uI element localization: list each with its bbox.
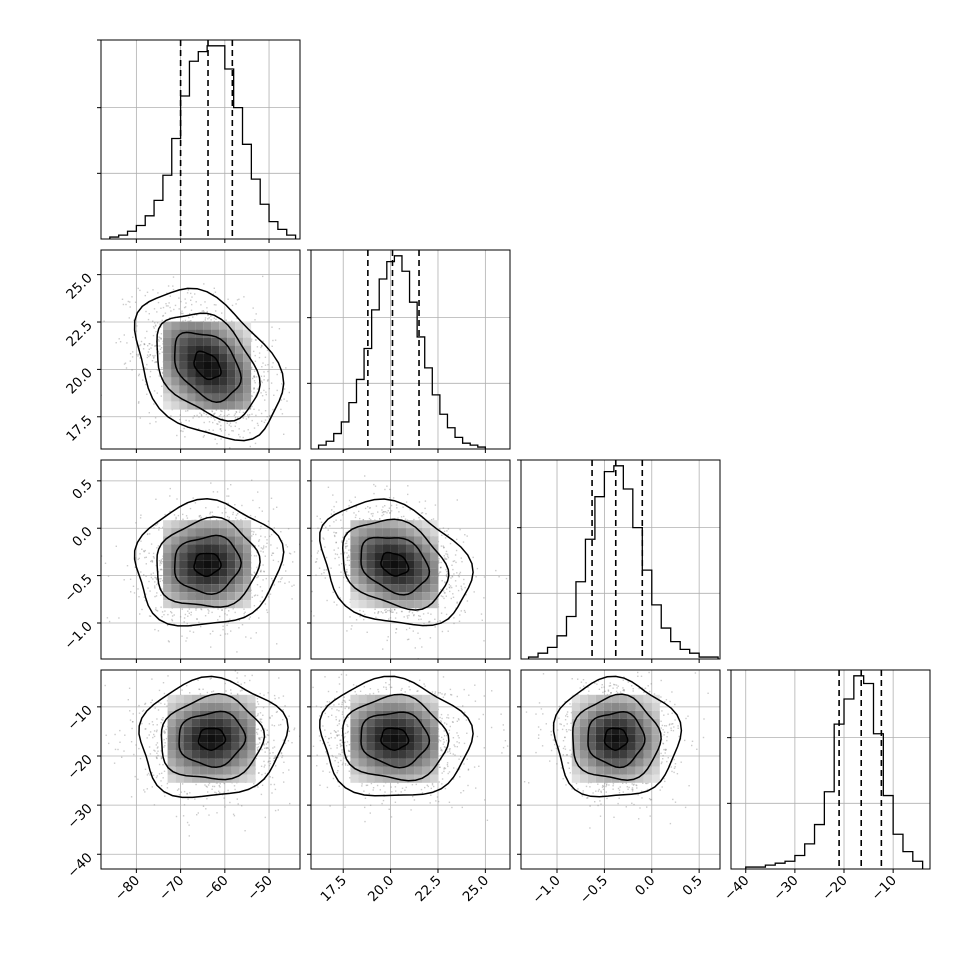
x-tick-label: −1.0 bbox=[529, 873, 563, 907]
x-tick-label: 20.0 bbox=[365, 873, 398, 906]
y-tick-label: 25.0 bbox=[63, 270, 96, 303]
y-tick-label: 0.5 bbox=[69, 476, 96, 503]
histogram-step bbox=[109, 45, 297, 239]
x-tick-label: 22.5 bbox=[412, 873, 445, 906]
axes-frame bbox=[100, 39, 301, 240]
histogram-panel bbox=[97, 39, 301, 243]
x-tick-label: −50 bbox=[244, 873, 275, 904]
axes-frame bbox=[310, 459, 511, 660]
x-tick-label: −60 bbox=[200, 873, 231, 904]
y-tick-label: 0.0 bbox=[69, 524, 96, 551]
x-tick-label: 0.0 bbox=[632, 873, 659, 900]
x-tick-label: −20 bbox=[819, 873, 850, 904]
x-tick-label: −80 bbox=[112, 873, 143, 904]
y-tick-label: −10 bbox=[64, 702, 95, 733]
contour-lines bbox=[319, 498, 474, 627]
x-tick-label: −10 bbox=[869, 873, 900, 904]
y-tick-label: 17.5 bbox=[63, 412, 96, 445]
scatter-contour-panel: 17.5 20.0 22.5 25.0 bbox=[307, 669, 511, 906]
contour-lines bbox=[552, 675, 683, 798]
histogram-panel bbox=[307, 249, 511, 453]
x-tick-label: −30 bbox=[770, 873, 801, 904]
x-tick-label: 0.5 bbox=[679, 873, 706, 900]
x-tick-label: −40 bbox=[721, 873, 752, 904]
y-tick-label: −0.5 bbox=[61, 571, 95, 605]
histogram-step bbox=[745, 675, 924, 869]
axes-frame bbox=[310, 249, 511, 450]
axes-frame bbox=[100, 669, 301, 870]
axes-frame bbox=[520, 669, 721, 870]
y-tick-label: −1.0 bbox=[61, 619, 95, 653]
y-tick-label: 20.0 bbox=[63, 365, 96, 398]
axes-frame bbox=[100, 459, 301, 660]
histogram-panel: −40 −30 −20 −10 bbox=[721, 669, 931, 904]
scatter-contour-panel: −1.0 −0.5 0.0 0.5 bbox=[517, 669, 721, 907]
axes-frame bbox=[730, 669, 931, 870]
contour-lines bbox=[133, 287, 285, 442]
axes-frame bbox=[100, 249, 301, 450]
contour-lines bbox=[133, 497, 285, 627]
scatter-contour-panel: 17.5 20.0 22.5 25.0 bbox=[63, 249, 301, 453]
contour-lines bbox=[138, 675, 289, 799]
x-tick-label: −70 bbox=[156, 873, 187, 904]
y-tick-label: 22.5 bbox=[63, 318, 96, 351]
x-tick-label: −0.5 bbox=[577, 873, 611, 907]
y-tick-label: −30 bbox=[64, 801, 95, 832]
histogram-panel bbox=[517, 459, 721, 663]
x-tick-label: 25.0 bbox=[460, 873, 493, 906]
histogram-step bbox=[317, 255, 487, 449]
y-tick-label: −20 bbox=[64, 752, 95, 783]
axes-frame bbox=[520, 459, 721, 660]
axes-frame bbox=[310, 669, 511, 870]
contour-lines bbox=[319, 675, 474, 797]
density-shading bbox=[350, 520, 439, 609]
histogram-step bbox=[527, 465, 719, 659]
scatter-contour-panel: −80 −70 −60 −50 −40 −30 −20 −10 bbox=[64, 669, 301, 904]
y-tick-label: −40 bbox=[64, 850, 95, 881]
scatter-contour-panel: −1.0 −0.5 0.0 0.5 bbox=[61, 459, 301, 663]
density-shading bbox=[571, 694, 660, 783]
x-tick-label: 17.5 bbox=[317, 873, 350, 906]
scatter-contour-panel bbox=[307, 459, 511, 663]
